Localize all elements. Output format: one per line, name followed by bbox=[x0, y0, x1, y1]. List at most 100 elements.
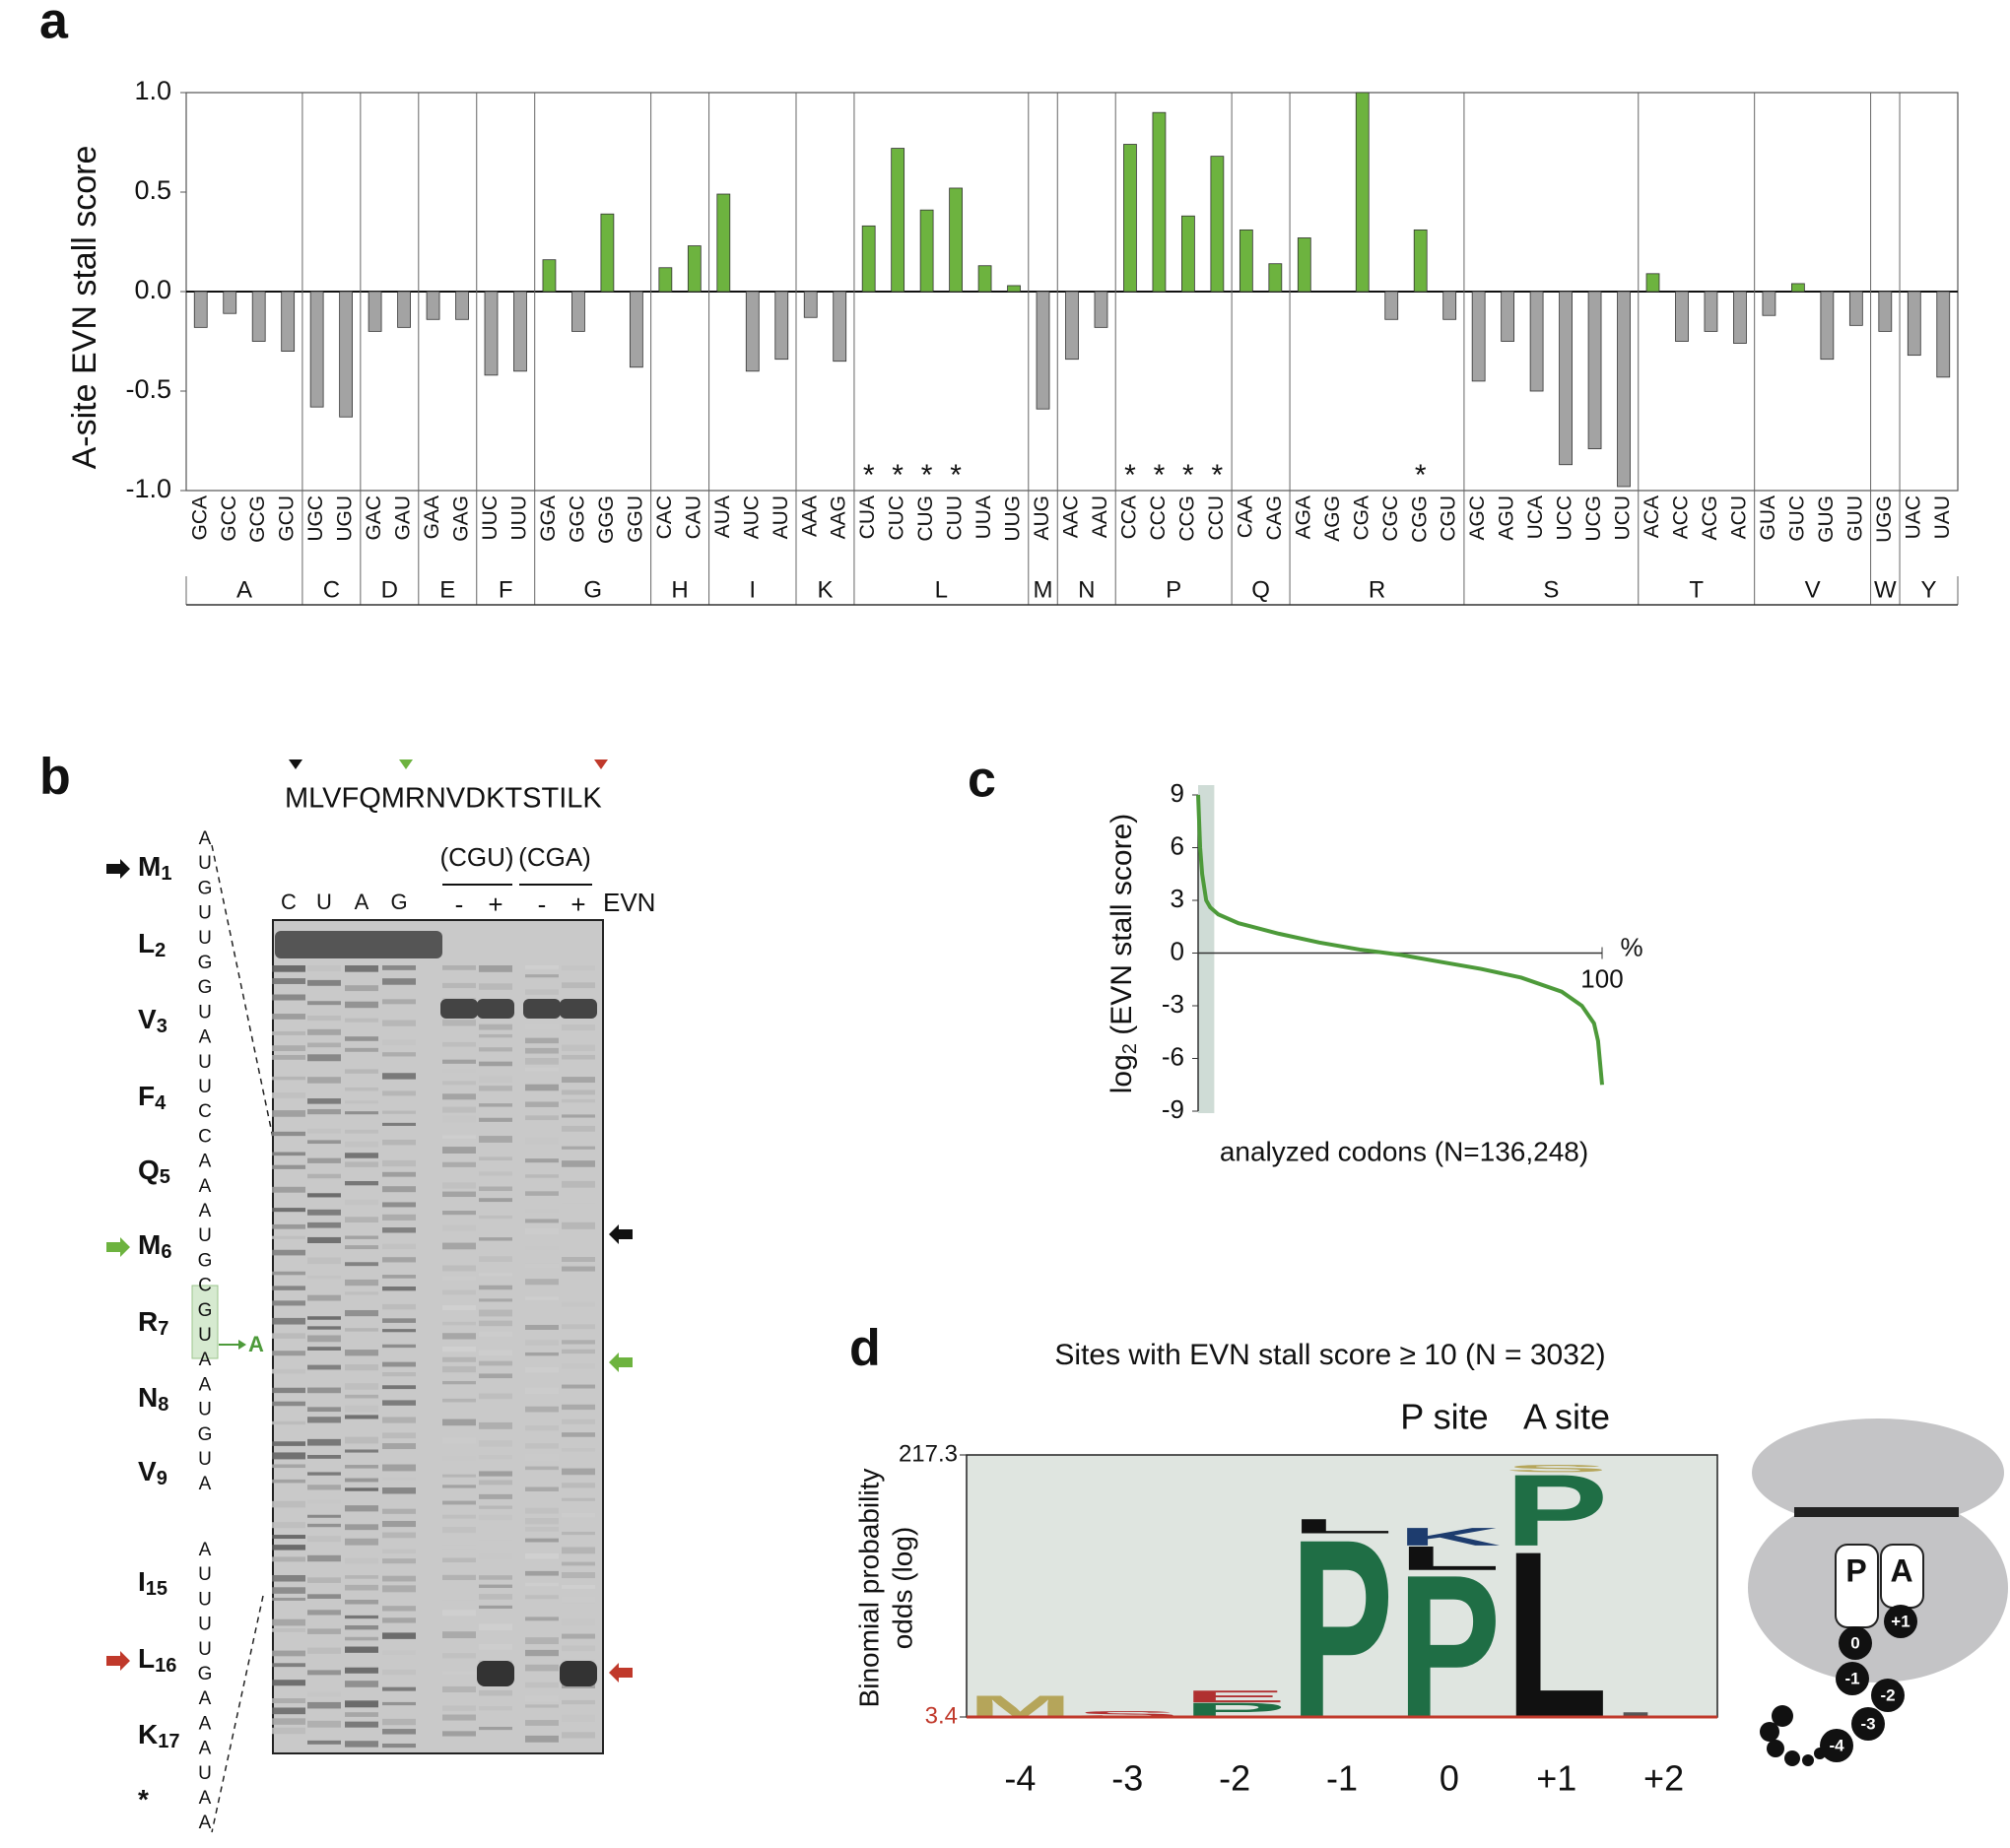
gel-band bbox=[479, 1505, 512, 1509]
gel-band bbox=[562, 1699, 595, 1705]
gel-band bbox=[345, 1217, 378, 1223]
gel-band bbox=[562, 1468, 595, 1476]
gel-band bbox=[382, 1701, 416, 1706]
gel-band bbox=[479, 1033, 512, 1038]
gel-band bbox=[442, 1731, 476, 1737]
gel-band bbox=[442, 982, 476, 989]
gel-band bbox=[442, 1437, 476, 1444]
bar bbox=[542, 259, 557, 293]
nucleotide: C bbox=[198, 1276, 212, 1296]
residue-bead-label: +1 bbox=[1891, 1612, 1910, 1630]
gel-band bbox=[307, 1028, 341, 1035]
x-tick-label: CGG bbox=[1408, 495, 1431, 543]
x-tick-label: AUA bbox=[711, 495, 734, 538]
gel-band bbox=[442, 1020, 476, 1026]
gel-band bbox=[523, 999, 561, 1019]
nucleotide: A bbox=[199, 1474, 212, 1494]
gel-band bbox=[345, 1575, 378, 1579]
logo-letter: K bbox=[1397, 1523, 1501, 1551]
amino-acid-label: G bbox=[583, 576, 602, 603]
gel-band bbox=[560, 1661, 597, 1686]
residue-letter: M bbox=[138, 851, 161, 882]
gel-band bbox=[442, 1714, 476, 1721]
gel-band bbox=[562, 1089, 595, 1095]
gel-band bbox=[345, 1636, 378, 1641]
x-tick-label: AGA bbox=[1292, 495, 1314, 539]
logo-letter: L bbox=[1291, 1515, 1394, 1538]
gel-band bbox=[345, 1449, 378, 1453]
nucleotide: A bbox=[199, 1788, 212, 1809]
gel-band bbox=[479, 1061, 512, 1067]
gel-band bbox=[525, 1507, 559, 1514]
residue-number: 17 bbox=[158, 1731, 179, 1752]
lane-label: A bbox=[355, 890, 369, 914]
gel-band bbox=[382, 1729, 416, 1735]
nucleotide: A bbox=[199, 1813, 212, 1833]
residue-letter: V bbox=[138, 1456, 157, 1486]
panel-label: c bbox=[968, 752, 996, 809]
gel-band bbox=[272, 1045, 305, 1052]
amino-acid-label: S bbox=[1543, 576, 1559, 603]
residue-number: 15 bbox=[146, 1578, 168, 1600]
gel-band bbox=[525, 1174, 559, 1178]
bar bbox=[745, 291, 760, 372]
residue-number: 1 bbox=[161, 863, 171, 885]
gel-band bbox=[345, 1047, 378, 1052]
gel-band bbox=[382, 1039, 416, 1045]
gel-band bbox=[345, 965, 378, 972]
gel-band bbox=[272, 1663, 305, 1668]
residue-letter: K bbox=[138, 1719, 158, 1749]
gel-band bbox=[442, 1059, 476, 1064]
gel-band bbox=[272, 1420, 305, 1425]
position-label: 0 bbox=[1440, 1758, 1459, 1799]
gel-band bbox=[307, 1454, 341, 1459]
x-tick-label: CAU bbox=[682, 495, 704, 539]
gel-band bbox=[307, 1720, 341, 1728]
gel-band bbox=[382, 1743, 416, 1749]
lane-label: C bbox=[281, 890, 297, 914]
gel-band bbox=[307, 1326, 341, 1330]
mutation-label: A bbox=[248, 1332, 264, 1356]
gel-band bbox=[562, 1203, 595, 1208]
gel-band bbox=[307, 1140, 341, 1145]
bar bbox=[1239, 229, 1253, 293]
amino-acid-label: T bbox=[1689, 576, 1704, 603]
guide-line bbox=[211, 844, 274, 1139]
bar bbox=[1297, 237, 1311, 293]
construct-label: (CGA) bbox=[518, 842, 591, 872]
gel-band bbox=[345, 985, 378, 992]
gel-band bbox=[442, 1191, 476, 1198]
gel-band bbox=[562, 1584, 595, 1589]
gel-band bbox=[382, 1532, 416, 1539]
amino-acid-label: P bbox=[1166, 576, 1181, 603]
bar bbox=[1791, 283, 1805, 293]
residue-letter: L bbox=[138, 1643, 155, 1674]
nucleotide: U bbox=[198, 1589, 212, 1610]
nucleotide: A bbox=[199, 1688, 212, 1709]
x-tick-label: AGG bbox=[1321, 495, 1344, 542]
logo-letter: P bbox=[1291, 1485, 1394, 1771]
gel-band bbox=[272, 1235, 305, 1239]
gel-band bbox=[479, 1493, 512, 1499]
gel-band bbox=[307, 1236, 341, 1244]
gel-band bbox=[382, 1432, 416, 1439]
gel-band bbox=[382, 1318, 416, 1323]
gel-band bbox=[525, 1219, 559, 1223]
gel-band bbox=[345, 1524, 378, 1531]
gel-band bbox=[382, 1400, 416, 1406]
gel-band bbox=[307, 1209, 341, 1216]
gel-band bbox=[272, 1054, 305, 1060]
gel-band bbox=[479, 1553, 512, 1559]
bar bbox=[1355, 92, 1370, 293]
bar bbox=[629, 291, 643, 368]
gel-band bbox=[272, 1249, 305, 1256]
gel-band bbox=[479, 1643, 512, 1650]
gel-band bbox=[479, 1298, 512, 1302]
gel-band bbox=[525, 1486, 559, 1491]
gel-band bbox=[479, 1273, 512, 1277]
gel-band bbox=[525, 974, 559, 978]
gel-band bbox=[345, 1646, 378, 1653]
x-tick-label: GCC bbox=[218, 495, 240, 542]
gel-band bbox=[562, 1384, 595, 1389]
gel-band bbox=[442, 1182, 476, 1189]
